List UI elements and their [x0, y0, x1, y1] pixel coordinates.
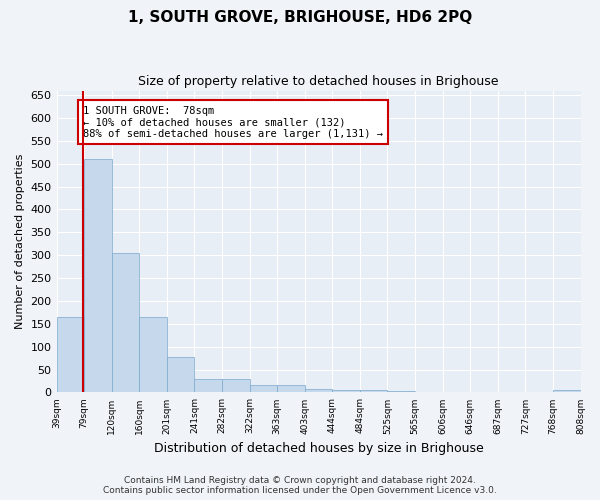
Bar — [332, 390, 360, 392]
Bar — [194, 378, 222, 392]
Bar — [222, 378, 250, 392]
X-axis label: Distribution of detached houses by size in Brighouse: Distribution of detached houses by size … — [154, 442, 484, 455]
Bar — [139, 317, 167, 392]
Bar — [388, 391, 415, 392]
Bar — [360, 390, 388, 392]
Text: 1, SOUTH GROVE, BRIGHOUSE, HD6 2PQ: 1, SOUTH GROVE, BRIGHOUSE, HD6 2PQ — [128, 10, 472, 25]
Bar — [250, 384, 277, 392]
Bar — [56, 317, 84, 392]
Bar — [277, 384, 305, 392]
Bar — [553, 390, 581, 392]
Bar — [167, 357, 194, 392]
Bar — [112, 253, 139, 392]
Text: 1 SOUTH GROVE:  78sqm
← 10% of detached houses are smaller (132)
88% of semi-det: 1 SOUTH GROVE: 78sqm ← 10% of detached h… — [83, 106, 383, 139]
Bar — [84, 159, 112, 392]
Text: Contains HM Land Registry data © Crown copyright and database right 2024.
Contai: Contains HM Land Registry data © Crown c… — [103, 476, 497, 495]
Y-axis label: Number of detached properties: Number of detached properties — [15, 154, 25, 329]
Bar — [305, 389, 332, 392]
Title: Size of property relative to detached houses in Brighouse: Size of property relative to detached ho… — [138, 75, 499, 88]
